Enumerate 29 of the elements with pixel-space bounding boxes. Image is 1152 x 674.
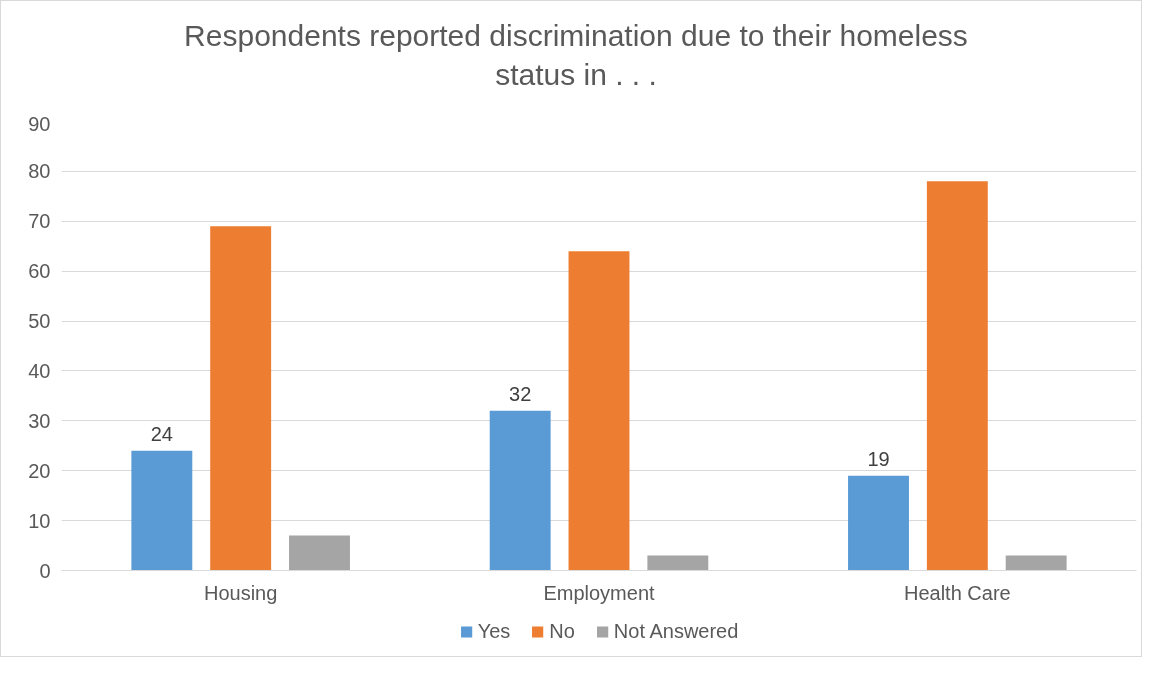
bar (647, 555, 709, 571)
bar (848, 475, 909, 571)
y-tick-label: 0 (39, 559, 51, 582)
bar (1005, 555, 1067, 571)
bar (926, 181, 988, 571)
y-tick-label: 50 (28, 310, 51, 333)
y-tick-label: 80 (28, 160, 51, 183)
data-label: 24 (150, 422, 173, 445)
bar (568, 251, 630, 571)
legend-label: No (549, 619, 575, 643)
bar (289, 535, 350, 571)
chart-title: Respondents reported discrimination due to their homeless status in . . . (183, 18, 969, 93)
x-tick-label: Health Care (903, 581, 1011, 604)
x-tick-label: Housing (203, 581, 278, 604)
y-tick-label: 20 (28, 459, 51, 482)
bar (210, 226, 272, 571)
data-label: 32 (509, 382, 532, 405)
legend-label: Yes (477, 619, 511, 643)
y-tick-label: 30 (28, 409, 51, 432)
bar (131, 450, 193, 571)
x-tick-label: Employment (543, 581, 656, 604)
y-tick-label: 90 (28, 112, 51, 135)
data-label: 19 (867, 447, 890, 470)
y-tick-label: 40 (28, 359, 51, 382)
bar (489, 410, 551, 571)
legend-label: Not Answered (613, 619, 739, 643)
y-tick-label: 60 (28, 260, 51, 283)
y-tick-label: 10 (28, 509, 51, 532)
y-tick-label: 70 (28, 210, 51, 233)
